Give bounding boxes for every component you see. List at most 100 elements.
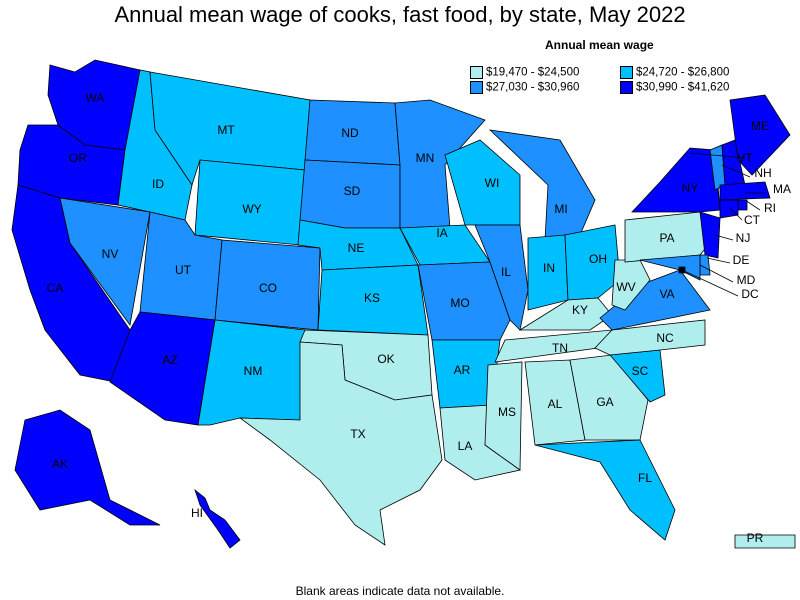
state-label-ms: MS bbox=[498, 405, 516, 419]
state-label-wi: WI bbox=[485, 176, 500, 190]
state-label-az: AZ bbox=[162, 353, 177, 367]
label-leader-lines bbox=[679, 152, 765, 297]
state-label-ri: RI bbox=[764, 201, 776, 215]
state-label-nd: ND bbox=[341, 126, 359, 140]
state-label-nm: NM bbox=[244, 364, 263, 378]
ri-leader-line bbox=[744, 199, 761, 211]
state-label-mi: MI bbox=[554, 202, 567, 216]
legend-label: $27,030 - $30,960 bbox=[486, 81, 580, 94]
legend-label: $19,470 - $24,500 bbox=[486, 66, 580, 79]
state-label-ak: AK bbox=[52, 457, 68, 471]
state-label-de: DE bbox=[733, 253, 750, 267]
state-label-id: ID bbox=[152, 177, 164, 191]
state-pr bbox=[734, 534, 796, 549]
state-label-ga: GA bbox=[596, 395, 613, 409]
state-label-sc: SC bbox=[632, 364, 649, 378]
state-label-il: IL bbox=[501, 265, 511, 279]
state-oh bbox=[564, 224, 621, 301]
state-me bbox=[729, 94, 791, 176]
nj-leader-line bbox=[714, 234, 734, 241]
legend-item-bin-4: $30,990 - $41,620 bbox=[620, 81, 729, 95]
state-mo bbox=[417, 261, 511, 341]
state-label-ut: UT bbox=[175, 263, 192, 277]
de-leader-line bbox=[706, 257, 731, 264]
state-nc bbox=[594, 319, 706, 356]
state-label-fl: FL bbox=[638, 471, 652, 485]
state-label-co: CO bbox=[259, 281, 277, 295]
legend-item-bin-2: $24,720 - $26,800 bbox=[620, 66, 729, 80]
state-label-wy: WY bbox=[242, 202, 261, 216]
state-label-ky: KY bbox=[572, 303, 588, 317]
md-leader-line bbox=[699, 264, 734, 283]
state-ri bbox=[737, 199, 748, 211]
ct-leader-line bbox=[729, 207, 743, 221]
dc-marker bbox=[679, 267, 685, 273]
state-label-nj: NJ bbox=[736, 231, 751, 245]
map-title: Annual mean wage of cooks, fast food, by… bbox=[114, 2, 686, 27]
state-tx bbox=[238, 341, 443, 546]
state-label-tn: TN bbox=[552, 341, 568, 355]
state-label-me: ME bbox=[751, 119, 769, 133]
state-label-al: AL bbox=[548, 397, 563, 411]
state-label-ia: IA bbox=[436, 226, 447, 240]
legend-item-bin-3: $27,030 - $30,960 bbox=[470, 81, 579, 95]
state-label-or: OR bbox=[69, 151, 87, 165]
state-label-ok: OK bbox=[377, 352, 394, 366]
state-label-ma: MA bbox=[773, 182, 791, 196]
state-label-nh: NH bbox=[754, 166, 771, 180]
state-ny bbox=[631, 147, 721, 213]
state-ct bbox=[719, 199, 739, 219]
state-label-mt: MT bbox=[217, 123, 235, 137]
state-ms bbox=[484, 361, 523, 471]
state-label-la: LA bbox=[458, 439, 473, 453]
state-mn bbox=[394, 99, 486, 229]
vt-leader-line bbox=[689, 152, 746, 159]
state-label-pr: PR bbox=[747, 531, 764, 545]
dc-leader-line bbox=[681, 269, 739, 297]
state-label-ct: CT bbox=[744, 213, 761, 227]
state-label-ks: KS bbox=[364, 291, 380, 305]
legend-swatch bbox=[620, 81, 633, 94]
state-label-dc: DC bbox=[741, 287, 759, 301]
state-label-oh: OH bbox=[589, 252, 607, 266]
state-md bbox=[639, 254, 701, 281]
footnote: Blank areas indicate data not available. bbox=[295, 584, 505, 598]
state-labels: WA OR CA NV ID MT WY UT AZ CO NM ND SD NE KS OK TX MN IA MO… bbox=[47, 91, 791, 545]
nh-leader-line bbox=[721, 164, 751, 178]
legend-item-bin-1: $19,470 - $24,500 bbox=[470, 66, 579, 80]
legend-swatch bbox=[620, 66, 633, 79]
state-shapes bbox=[11, 59, 796, 549]
legend-swatch bbox=[470, 66, 483, 79]
state-ak bbox=[14, 409, 161, 526]
state-wv bbox=[611, 259, 651, 311]
state-ky bbox=[518, 297, 613, 331]
state-label-ca: CA bbox=[47, 281, 64, 295]
state-label-nv: NV bbox=[102, 247, 119, 261]
state-label-vt: VT bbox=[737, 151, 753, 165]
state-label-hi: HI bbox=[191, 506, 203, 520]
state-nj bbox=[699, 211, 721, 259]
state-label-in: IN bbox=[543, 261, 555, 275]
state-ma bbox=[719, 181, 771, 201]
state-label-mn: MN bbox=[416, 151, 435, 165]
state-label-pa: PA bbox=[659, 231, 674, 245]
legend-title: Annual mean wage bbox=[545, 38, 654, 52]
state-label-wv: WV bbox=[616, 280, 635, 294]
state-label-md: MD bbox=[737, 273, 756, 287]
state-label-nc: NC bbox=[656, 331, 674, 345]
state-label-ar: AR bbox=[454, 363, 471, 377]
state-label-ny: NY bbox=[682, 181, 699, 195]
state-hi bbox=[194, 488, 241, 549]
state-nv bbox=[59, 197, 151, 326]
state-wi bbox=[444, 139, 521, 226]
legend-label: $24,720 - $26,800 bbox=[636, 66, 730, 79]
state-label-mo: MO bbox=[450, 296, 469, 310]
state-label-wa: WA bbox=[86, 91, 105, 105]
state-label-ne: NE bbox=[348, 241, 365, 255]
state-fl bbox=[534, 439, 676, 541]
state-label-va: VA bbox=[659, 287, 674, 301]
legend-swatch bbox=[470, 81, 483, 94]
state-label-tx: TX bbox=[350, 427, 365, 441]
legend-label: $30,990 - $41,620 bbox=[636, 81, 730, 94]
